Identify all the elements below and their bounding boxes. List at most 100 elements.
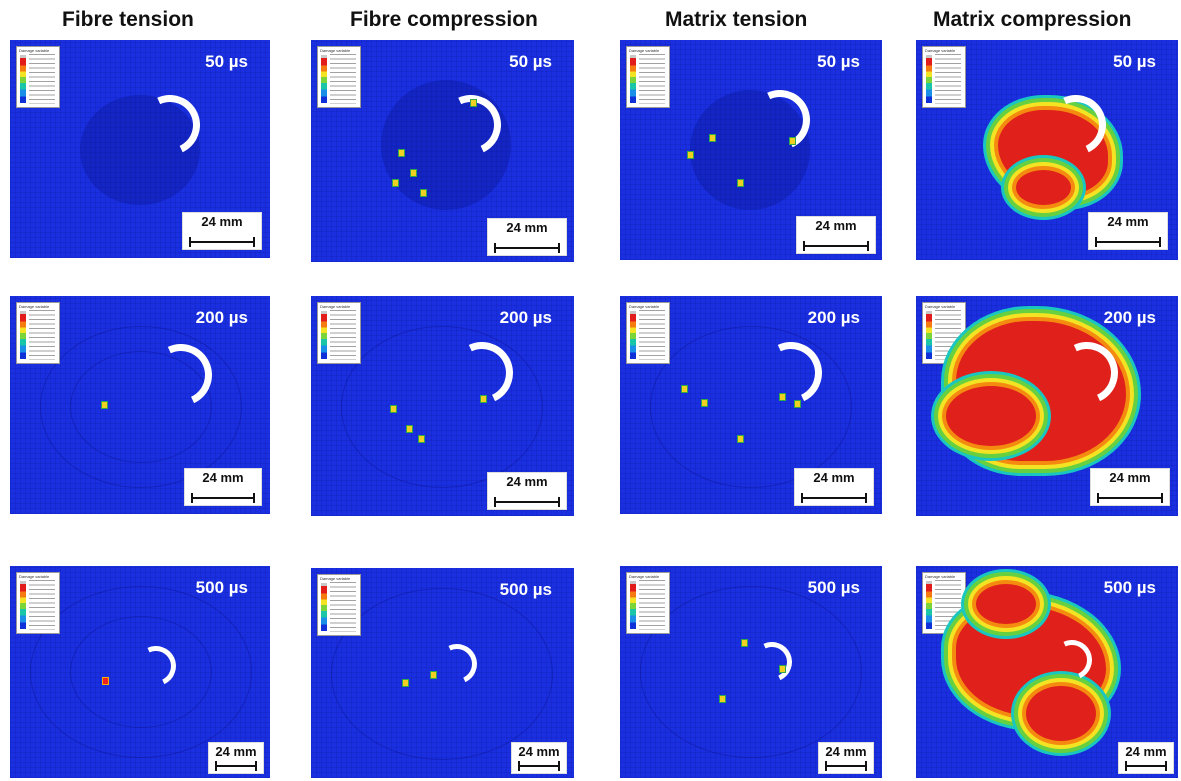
- panel-fibre-tension-500: Damage variable 500 µs 24 mm: [10, 566, 270, 778]
- damage-speck: [103, 678, 108, 684]
- panel-fibre-tension-50: Damage variable 50 µs 24 mm: [10, 40, 270, 258]
- scale-bar: 24 mm: [487, 218, 567, 256]
- colour-legend: Damage variable: [922, 572, 966, 634]
- damage-speck: [421, 190, 426, 196]
- legend-title: Damage variable: [925, 574, 956, 579]
- damage-speck: [710, 135, 715, 141]
- scale-line: [189, 237, 255, 247]
- scale-line: [1125, 761, 1167, 771]
- panel-matrix-tension-50: Damage variable 50 µs 24 mm: [620, 40, 882, 260]
- panel-fibre-compression-50: Damage variable 50 µs 24 mm: [311, 40, 574, 262]
- column-title-fibre-compression: Fibre compression: [350, 8, 538, 31]
- damage-shadow: [80, 95, 200, 205]
- scale-line: [518, 761, 560, 771]
- scale-label: 24 mm: [1107, 214, 1149, 229]
- scale-bar: 24 mm: [1088, 212, 1168, 250]
- damage-speck: [481, 396, 486, 402]
- colour-legend: Damage variable: [317, 46, 361, 108]
- damage-speck: [419, 436, 424, 442]
- scale-line: [1095, 237, 1161, 247]
- damage-region: [946, 386, 1036, 446]
- panel-fibre-tension-200: Damage variable 200 µs 24 mm: [10, 296, 270, 514]
- scale-bar: 24 mm: [1118, 742, 1174, 774]
- legend-ticks: [639, 310, 665, 360]
- damage-speck: [780, 394, 785, 400]
- scale-label: 24 mm: [815, 218, 857, 233]
- time-label: 200 µs: [195, 308, 248, 327]
- damage-region: [976, 584, 1036, 624]
- time-label: 50 µs: [205, 52, 248, 71]
- legend-title: Damage variable: [320, 48, 351, 53]
- scale-line: [494, 243, 560, 253]
- time-label: 50 µs: [509, 52, 552, 71]
- legend-ticks: [935, 310, 961, 360]
- damage-speck: [391, 406, 396, 412]
- legend-bar: [926, 311, 932, 359]
- legend-bar: [20, 581, 26, 629]
- scale-line: [1097, 493, 1163, 503]
- colour-legend: Damage variable: [317, 574, 361, 636]
- legend-bar: [630, 55, 636, 103]
- legend-bar: [321, 583, 327, 631]
- scale-label: 24 mm: [518, 744, 560, 759]
- damage-speck: [403, 680, 408, 686]
- colour-legend: Damage variable: [16, 572, 60, 634]
- scale-bar: 24 mm: [511, 742, 567, 774]
- stress-rings: [331, 588, 553, 760]
- damage-speck: [682, 386, 687, 392]
- legend-ticks: [330, 310, 356, 360]
- damage-speck: [399, 150, 404, 156]
- scale-label: 24 mm: [1109, 470, 1151, 485]
- damage-speck: [795, 401, 800, 407]
- legend-bar: [630, 311, 636, 359]
- panel-matrix-tension-500: Damage variable 500 µs 24 mm: [620, 566, 882, 778]
- scale-line: [801, 493, 867, 503]
- legend-title: Damage variable: [629, 304, 660, 309]
- scale-label: 24 mm: [506, 220, 548, 235]
- damage-speck: [411, 170, 416, 176]
- scale-bar: 24 mm: [1090, 468, 1170, 506]
- time-label: 500 µs: [1103, 578, 1156, 597]
- scale-bar: 24 mm: [796, 216, 876, 254]
- time-label: 200 µs: [499, 308, 552, 327]
- damage-speck: [471, 100, 476, 106]
- colour-legend: Damage variable: [626, 302, 670, 364]
- stress-rings: [650, 326, 852, 488]
- scale-bar: 24 mm: [208, 742, 264, 774]
- scale-bar: 24 mm: [182, 212, 262, 250]
- scale-bar: 24 mm: [487, 472, 567, 510]
- damage-region: [1016, 170, 1071, 205]
- damage-shadow: [381, 80, 511, 210]
- colour-legend: Damage variable: [317, 302, 361, 364]
- scale-line: [494, 497, 560, 507]
- panel-fibre-compression-200: Damage variable 200 µs 24 mm: [311, 296, 574, 516]
- legend-bar: [630, 581, 636, 629]
- colour-legend: Damage variable: [16, 302, 60, 364]
- legend-ticks: [330, 54, 356, 104]
- panel-matrix-compression-200: Damage variable 200 µs 24 mm: [916, 296, 1178, 516]
- colour-legend: Damage variable: [626, 46, 670, 108]
- scale-bar: 24 mm: [184, 468, 262, 506]
- legend-title: Damage variable: [19, 304, 50, 309]
- legend-title: Damage variable: [925, 304, 956, 309]
- legend-bar: [20, 55, 26, 103]
- column-title-fibre-tension: Fibre tension: [62, 8, 194, 31]
- legend-title: Damage variable: [320, 304, 351, 309]
- stress-rings: [70, 616, 212, 728]
- scale-label: 24 mm: [825, 744, 867, 759]
- scale-label: 24 mm: [506, 474, 548, 489]
- stress-rings: [30, 586, 252, 758]
- legend-ticks: [29, 310, 55, 360]
- colour-legend: Damage variable: [626, 572, 670, 634]
- scale-bar: 24 mm: [794, 468, 874, 506]
- legend-ticks: [29, 54, 55, 104]
- stress-rings: [640, 586, 862, 758]
- panel-matrix-compression-50: Damage variable 50 µs 24 mm: [916, 40, 1178, 260]
- time-label: 500 µs: [499, 580, 552, 599]
- scale-bar: 24 mm: [818, 742, 874, 774]
- scale-line: [215, 761, 257, 771]
- colour-legend: Damage variable: [922, 46, 966, 108]
- time-label: 50 µs: [817, 52, 860, 71]
- stress-rings: [70, 351, 212, 463]
- legend-bar: [926, 55, 932, 103]
